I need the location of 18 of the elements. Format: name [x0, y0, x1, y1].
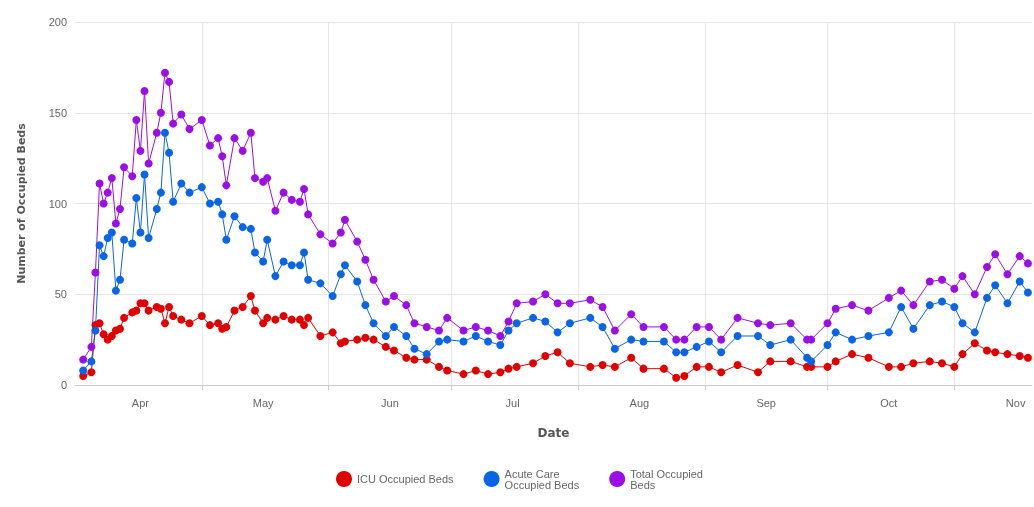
x-tick-label: Aug	[629, 396, 650, 409]
x-tick-label: May	[252, 396, 275, 409]
y-tick-label: 150	[48, 106, 67, 119]
x-tick-label: Sep	[756, 396, 776, 409]
legend-label: Acute Care Occupied Beds	[504, 467, 580, 491]
y-tick-label: 0	[60, 379, 67, 391]
y-axis-title: Number of Occupied Beds	[15, 122, 28, 284]
y-tick-label: 200	[48, 16, 67, 28]
x-tick-label: Jul	[505, 396, 520, 409]
x-tick-label: Jun	[381, 396, 399, 409]
x-tick-label: Apr	[131, 396, 150, 409]
y-tick-label: 50	[54, 288, 67, 301]
y-tick-label: 100	[48, 197, 67, 210]
legend-label: Total Occupied Beds	[630, 467, 707, 491]
x-tick-label: Oct	[880, 396, 898, 409]
legend-label: ICU Occupied Beds	[356, 473, 455, 485]
x-tick-label: Nov	[1005, 396, 1026, 409]
x-axis-title: Date	[537, 426, 570, 440]
